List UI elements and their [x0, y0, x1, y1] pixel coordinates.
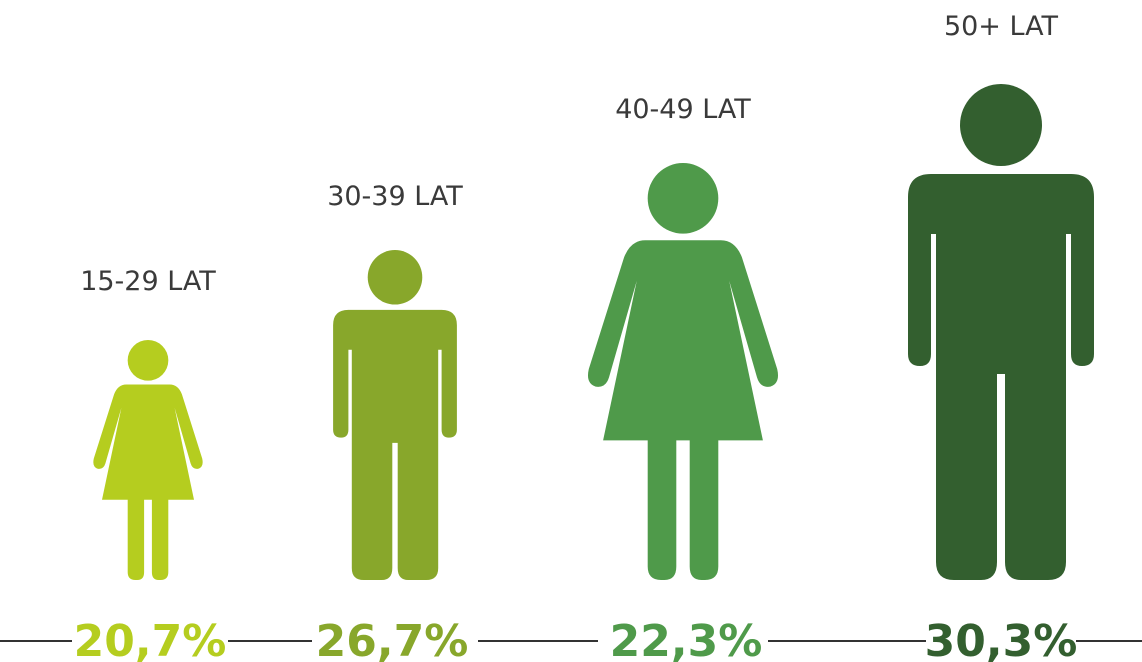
value-label: 22,3%: [610, 616, 763, 662]
value-label: 26,7%: [316, 616, 469, 662]
body: [587, 240, 779, 581]
category-label: 50+ LAT: [944, 11, 1059, 42]
person-icon: [908, 84, 1094, 580]
person-icon: [93, 340, 203, 580]
person-icon: [333, 250, 457, 580]
category-label: 15-29 LAT: [80, 266, 216, 297]
head: [647, 163, 719, 234]
head: [127, 340, 169, 381]
body: [908, 174, 1094, 580]
value-label: 30,3%: [925, 616, 1078, 662]
head: [367, 250, 423, 305]
head: [960, 84, 1042, 166]
category-label: 40-49 LAT: [615, 94, 751, 125]
value-label: 20,7%: [74, 616, 227, 662]
category-label: 30-39 LAT: [327, 181, 463, 212]
body: [333, 309, 457, 580]
body: [93, 384, 203, 580]
person-icon: [587, 163, 779, 581]
